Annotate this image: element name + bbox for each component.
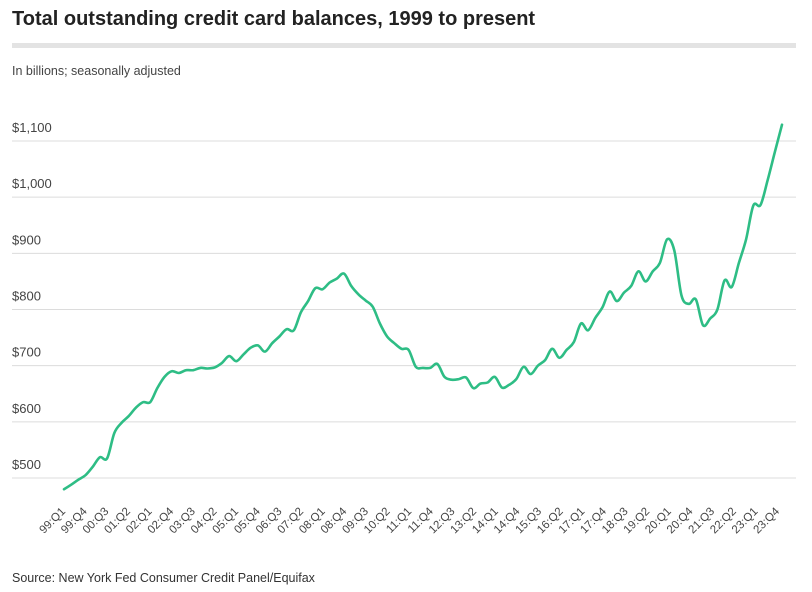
chart-subtitle: In billions; seasonally adjusted <box>12 64 181 78</box>
y-tick-label: $500 <box>12 457 41 472</box>
credit-balance-series-line <box>62 123 784 491</box>
chart-title: Total outstanding credit card balances, … <box>12 8 536 30</box>
y-axis-ticks: $500 $600 $700 $800 $900 $1,000 $1,100 <box>12 120 52 472</box>
chart-source: Source: New York Fed Consumer Credit Pan… <box>12 571 315 585</box>
y-tick-label: $1,100 <box>12 120 52 135</box>
y-tick-label: $1,000 <box>12 176 52 191</box>
y-tick-label: $900 <box>12 232 41 247</box>
title-divider <box>12 43 796 48</box>
y-tick-label: $600 <box>12 401 41 416</box>
series-layer <box>62 123 784 491</box>
x-axis-ticks: 99:Q199:Q400:Q301:Q202:Q102:Q403:Q304:Q2… <box>37 505 782 536</box>
y-tick-label: $700 <box>12 345 41 360</box>
y-tick-label: $800 <box>12 289 41 304</box>
gridlines <box>12 140 796 479</box>
